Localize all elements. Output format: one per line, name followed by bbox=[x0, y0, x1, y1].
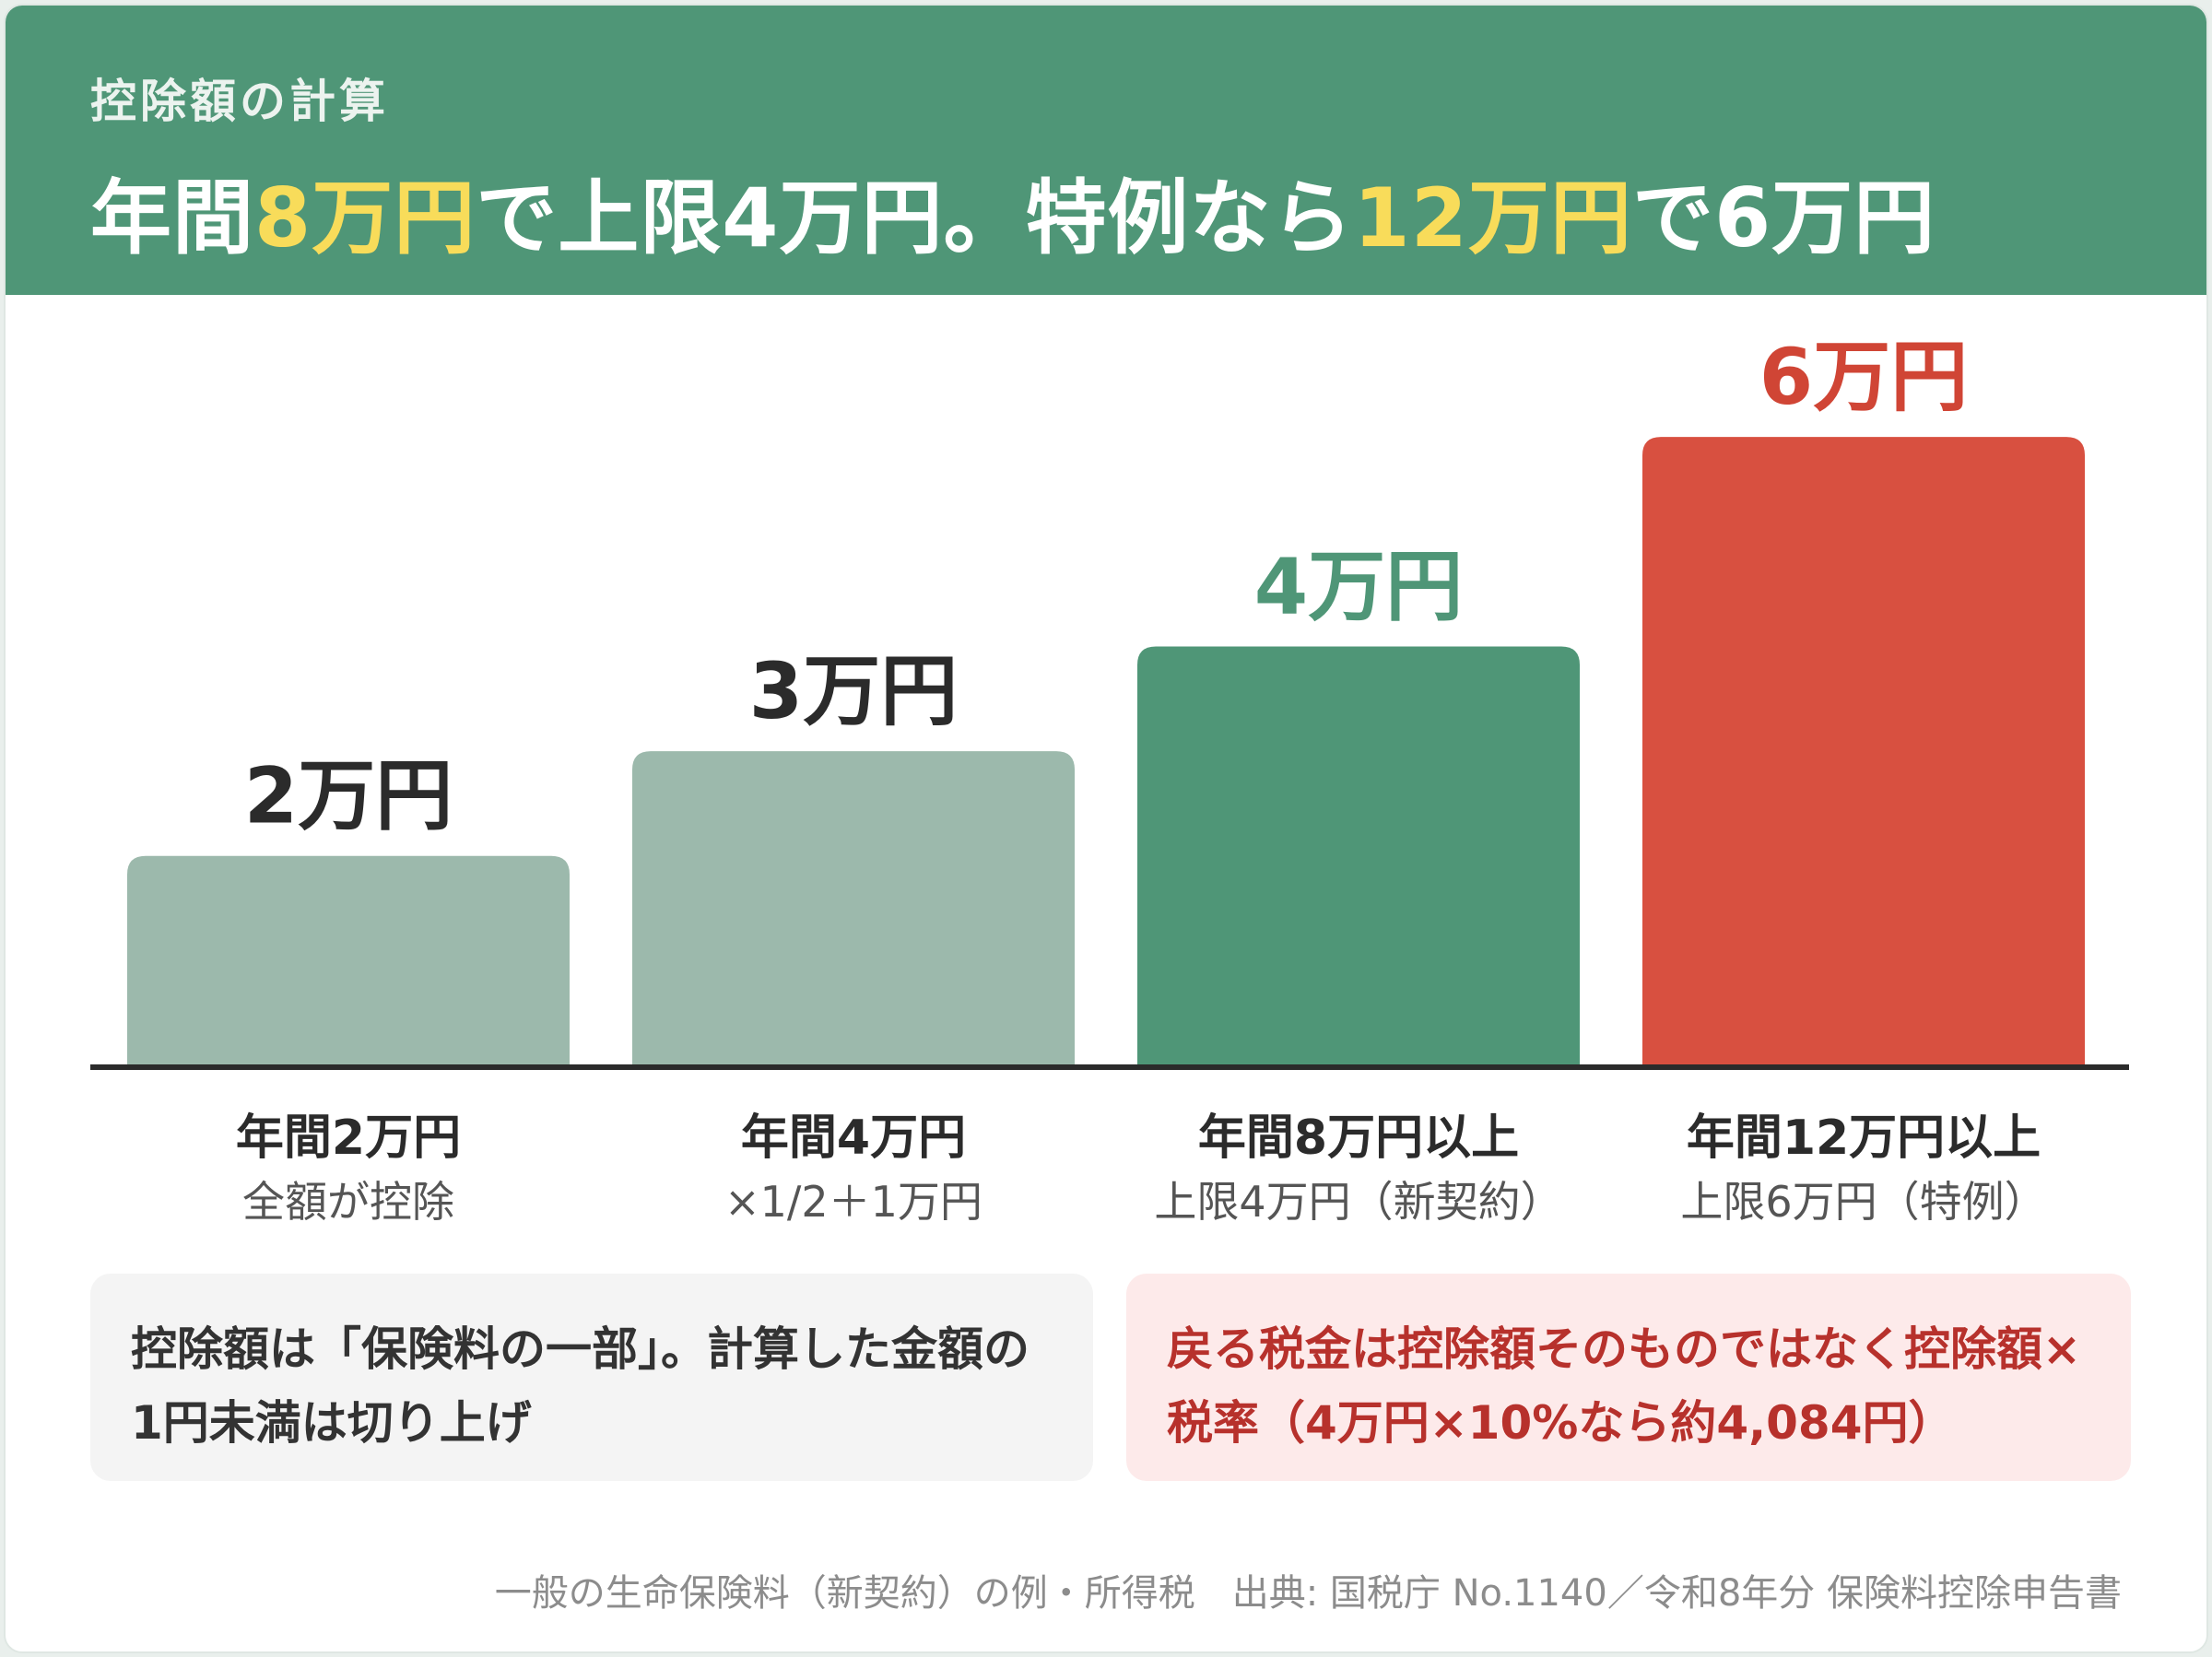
note-rounding: 控除額は「保険料の一部」。計算した金額の1円未満は切り上げ bbox=[90, 1274, 1093, 1481]
category-label-3: 年間8万円以上 bbox=[1198, 1111, 1519, 1166]
bar-value-label-3: 4万円 bbox=[1254, 541, 1463, 631]
footer-source: 一般の生命保険料（新契約）の例・所得税 出典: 国税庁 No.1140／令和8年… bbox=[494, 1572, 2122, 1615]
headline-highlight-12man: 12万円 bbox=[1353, 170, 1632, 265]
headline-part1: 年間 bbox=[90, 170, 255, 265]
bar-value-label-1: 2万円 bbox=[244, 751, 453, 841]
infographic-card: 控除額の計算 年間8万円で上限4万円。特例なら12万円で6万円 2万円 年間2万円… bbox=[4, 4, 2208, 1653]
headline-part3: で6万円 bbox=[1631, 170, 1936, 265]
bar-4 bbox=[1642, 437, 2085, 1065]
bar-value-label-4: 6万円 bbox=[1759, 332, 1968, 422]
category-sublabel-3: 上限4万円（新契約） bbox=[1154, 1177, 1562, 1227]
category-label-1: 年間2万円 bbox=[236, 1111, 461, 1166]
bar-3 bbox=[1137, 646, 1580, 1065]
bar-2 bbox=[632, 751, 1075, 1065]
header-kicker: 控除額の計算 bbox=[90, 75, 389, 128]
bar-value-label-2: 3万円 bbox=[749, 646, 958, 736]
headline: 年間8万円で上限4万円。特例なら12万円で6万円 bbox=[90, 153, 1936, 270]
category-label-4: 年間12万円以上 bbox=[1687, 1111, 2041, 1166]
bar-1 bbox=[127, 855, 570, 1065]
category-sublabel-4: 上限6万円（特例） bbox=[1680, 1177, 2046, 1227]
category-sublabel-1: 全額が控除 bbox=[242, 1177, 454, 1227]
note-tax-return: 戻る税金は控除額そのものではなく控除額×税率（4万円×10%なら約4,084円） bbox=[1126, 1274, 2131, 1481]
headline-highlight-8man: 8万円 bbox=[254, 170, 477, 265]
category-label-2: 年間4万円 bbox=[741, 1111, 966, 1166]
header-banner: 控除額の計算 年間8万円で上限4万円。特例なら12万円で6万円 bbox=[6, 6, 2206, 295]
headline-part2: で上限4万円。特例なら bbox=[476, 170, 1354, 265]
category-sublabel-2: ×1/2＋1万円 bbox=[724, 1177, 982, 1227]
